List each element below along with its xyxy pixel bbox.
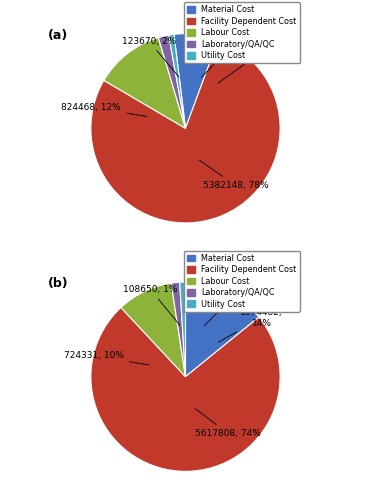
- Wedge shape: [121, 283, 186, 376]
- Text: (a): (a): [48, 29, 69, 42]
- Text: 824468, 12%: 824468, 12%: [61, 103, 147, 117]
- Wedge shape: [91, 308, 280, 472]
- Text: 5617808, 74%: 5617808, 74%: [195, 408, 261, 438]
- Text: 74965, 1%: 74965, 1%: [204, 285, 265, 326]
- Wedge shape: [171, 282, 186, 376]
- Text: 1074482,
14%: 1074482, 14%: [218, 308, 283, 342]
- Wedge shape: [169, 34, 186, 128]
- Wedge shape: [180, 282, 186, 376]
- Wedge shape: [91, 40, 280, 223]
- Text: 123670, 2%: 123670, 2%: [122, 36, 179, 77]
- Wedge shape: [186, 282, 259, 376]
- Text: (b): (b): [48, 278, 69, 290]
- Text: 5382148, 78%: 5382148, 78%: [199, 160, 268, 190]
- Text: 724331, 10%: 724331, 10%: [64, 352, 149, 365]
- Wedge shape: [104, 38, 186, 128]
- Legend: Material Cost, Facility Dependent Cost, Labour Cost, Laboratory/QA/QC, Utility C: Material Cost, Facility Dependent Cost, …: [184, 2, 300, 64]
- Wedge shape: [158, 35, 186, 128]
- Wedge shape: [174, 34, 218, 128]
- Text: 62150, 1%: 62150, 1%: [201, 36, 260, 77]
- Text: 108650, 1%: 108650, 1%: [124, 285, 180, 326]
- Legend: Material Cost, Facility Dependent Cost, Labour Cost, Laboratory/QA/QC, Utility C: Material Cost, Facility Dependent Cost, …: [184, 250, 300, 312]
- Text: 524450, 7%: 524450, 7%: [218, 40, 298, 83]
